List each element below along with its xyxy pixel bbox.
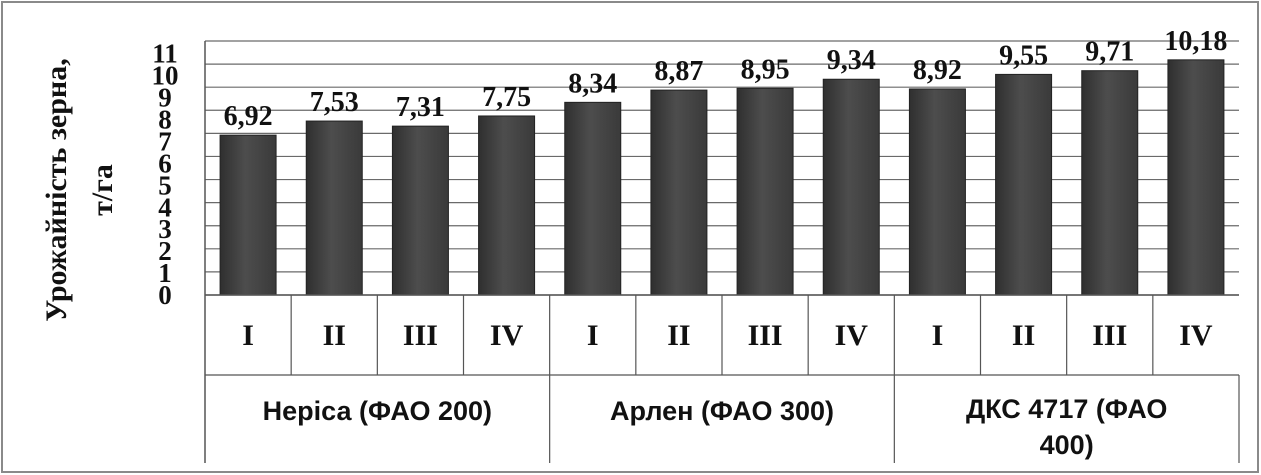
category-tick-label: II [1012, 319, 1035, 352]
data-label: 7,53 [310, 87, 359, 118]
data-label: 7,31 [396, 92, 445, 123]
group-labels: Неріса (ФАО 200) Арлен (ФАО 300) ДКС 4717 … [263, 394, 1168, 460]
bar [305, 120, 363, 296]
data-label: 8,95 [741, 54, 790, 85]
y-tick-label: 9 [158, 83, 172, 113]
category-tick-label: III [403, 319, 438, 352]
bar [1081, 70, 1139, 296]
bar [564, 101, 622, 296]
bar [219, 134, 277, 296]
y-tick-label: 0 [158, 280, 172, 310]
bar-series [219, 59, 1225, 296]
category-tick-label: II [323, 319, 346, 352]
y-axis-title: Урожайність зерна, т/га [40, 58, 119, 321]
category-tick-label: I [242, 319, 254, 352]
bar [908, 88, 966, 296]
y-tick-label: 6 [158, 148, 172, 178]
category-tick-label: IV [1179, 319, 1213, 352]
data-label: 8,34 [568, 68, 617, 99]
data-label: 8,87 [654, 56, 703, 87]
category-tick-label: III [1092, 319, 1127, 352]
y-tick-label: 4 [158, 192, 172, 222]
data-label: 9,55 [999, 40, 1048, 71]
category-tick-label: IV [835, 319, 869, 352]
y-tick-label: 3 [158, 214, 172, 244]
y-tick-label: 11 [152, 39, 178, 69]
axes [204, 41, 1240, 463]
category-tick-label: IV [490, 319, 524, 352]
data-label: 7,75 [482, 82, 531, 113]
bar [650, 89, 708, 296]
category-tick-label: II [667, 319, 690, 352]
data-label: 8,92 [913, 55, 962, 86]
category-tick-label: I [932, 319, 944, 352]
y-axis-title-line: Урожайність зерна, [40, 58, 73, 321]
y-tick-label: 8 [158, 105, 172, 135]
y-tick-label: 1 [158, 258, 172, 288]
bar [822, 78, 880, 296]
group-label: ДКС 4717 (ФАО [966, 394, 1167, 424]
data-labels: 6,92 7,53 7,31 7,75 8,34 8,87 8,95 9,34 8,92 9,55… [224, 26, 1228, 132]
bar [736, 87, 794, 296]
group-label: Неріса (ФАО 200) [263, 396, 492, 426]
y-tick-label: 2 [158, 236, 172, 266]
data-label: 10,18 [1164, 26, 1227, 57]
data-label: 6,92 [224, 101, 273, 132]
data-label: 9,34 [827, 45, 876, 76]
data-label: 9,71 [1085, 37, 1134, 68]
bar [1167, 59, 1225, 296]
category-tick-label: III [748, 319, 783, 352]
group-label: Арлен (ФАО 300) [610, 396, 834, 426]
bar [478, 115, 536, 296]
y-axis-title-line: т/га [86, 164, 119, 216]
category-labels: I II III IV I II III IV I II III IV [242, 319, 1213, 352]
y-tick-label: 5 [158, 170, 172, 200]
category-tick-label: I [587, 319, 599, 352]
y-tick-label: 7 [158, 126, 172, 156]
y-tick-label: 10 [152, 61, 179, 91]
bar [995, 73, 1053, 296]
bar [391, 125, 449, 296]
group-label: 400) [1040, 430, 1094, 460]
